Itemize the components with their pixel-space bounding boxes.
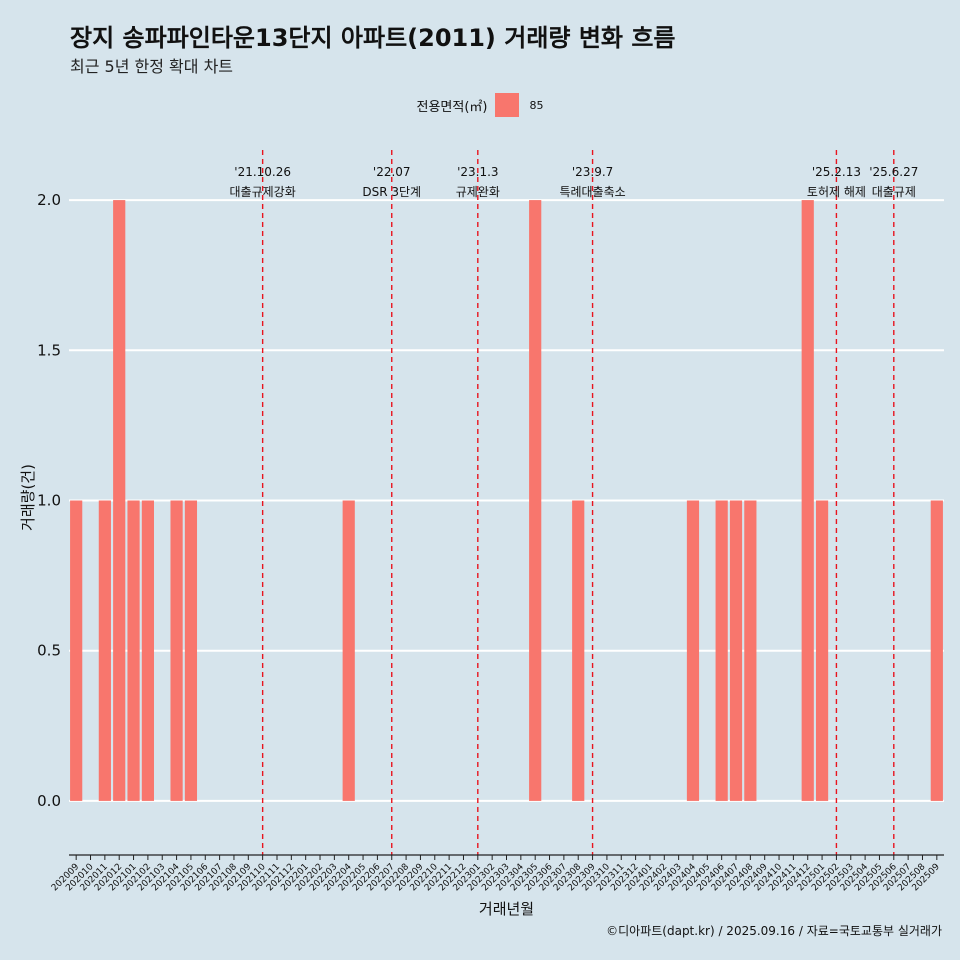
event-label: 규제완화	[456, 185, 500, 199]
event-date: '25.2.13	[812, 165, 861, 179]
bar	[729, 500, 743, 801]
bar	[572, 500, 585, 801]
event-date: '25.6.27	[869, 165, 918, 179]
bar	[342, 500, 355, 801]
y-tick-label: 2.0	[37, 191, 61, 209]
event-date: '21.10.26	[234, 165, 291, 179]
bar	[70, 500, 83, 801]
bar	[127, 500, 140, 801]
y-tick-label: 0.5	[37, 642, 61, 660]
event-date: '23.9.7	[572, 165, 613, 179]
event-label: 토허제 해제	[807, 185, 866, 199]
bar	[686, 500, 700, 801]
event-date: '23.1.3	[457, 165, 498, 179]
event-label: DSR 3단계	[362, 185, 421, 199]
x-axis-title: 거래년월	[479, 900, 534, 918]
bar	[170, 500, 183, 801]
event-label: 특례대출축소	[559, 185, 625, 199]
bar	[744, 500, 757, 801]
legend-title: 전용면적(㎡)	[416, 99, 488, 115]
y-tick-label: 1.5	[37, 341, 61, 359]
legend-swatch	[495, 93, 520, 117]
event-label: 대출규제강화	[230, 185, 296, 199]
bar	[715, 500, 728, 801]
bar	[141, 500, 154, 801]
event-date: '22.07	[373, 165, 411, 179]
legend-label: 85	[529, 98, 544, 112]
y-tick-label: 0.0	[37, 792, 61, 810]
event-label: 대출규제	[872, 185, 916, 199]
bar	[184, 500, 198, 801]
bar	[801, 200, 814, 801]
bar	[98, 500, 111, 801]
chart-subtitle: 최근 5년 한정 확대 차트	[70, 57, 234, 76]
y-axis-title: 거래량(건)	[19, 464, 37, 531]
caption: ©디아파트(dapt.kr) / 2025.09.16 / 자료=국토교통부 실…	[606, 924, 942, 938]
legend: 전용면적(㎡) 85	[0, 93, 960, 117]
chart-title: 장지 송파파인타운13단지 아파트(2011) 거래량 변화 흐름	[70, 24, 676, 52]
bar	[113, 200, 126, 801]
bar	[529, 200, 542, 801]
bar	[930, 500, 943, 801]
y-tick-label: 1.0	[37, 492, 61, 510]
bar	[815, 500, 829, 801]
